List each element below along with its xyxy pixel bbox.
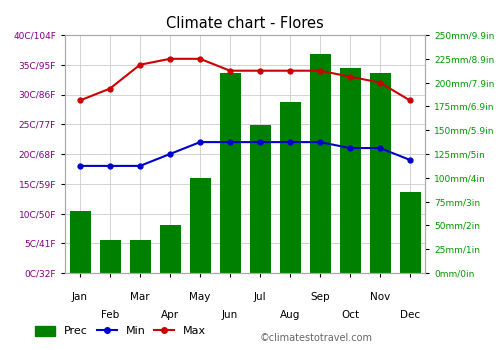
Text: Oct: Oct <box>341 310 359 320</box>
Bar <box>130 240 150 273</box>
Title: Climate chart - Flores: Climate chart - Flores <box>166 16 324 31</box>
Bar <box>190 178 210 273</box>
Text: Aug: Aug <box>280 310 300 320</box>
Legend: Prec, Min, Max: Prec, Min, Max <box>30 321 211 341</box>
Bar <box>70 211 90 273</box>
Text: Sep: Sep <box>310 292 330 302</box>
Text: Feb: Feb <box>101 310 119 320</box>
Text: ©climatestotravel.com: ©climatestotravel.com <box>260 333 373 343</box>
Text: Apr: Apr <box>161 310 179 320</box>
Bar <box>250 125 270 273</box>
Bar <box>100 240 120 273</box>
Text: Jun: Jun <box>222 310 238 320</box>
Text: May: May <box>190 292 210 302</box>
Bar <box>370 73 390 273</box>
Text: Jul: Jul <box>254 292 266 302</box>
Text: Jan: Jan <box>72 292 88 302</box>
Bar <box>160 225 180 273</box>
Bar <box>400 192 420 273</box>
Bar <box>310 54 330 273</box>
Text: Nov: Nov <box>370 292 390 302</box>
Text: Mar: Mar <box>130 292 150 302</box>
Text: Dec: Dec <box>400 310 420 320</box>
Bar <box>340 68 360 273</box>
Bar <box>280 102 300 273</box>
Bar <box>220 73 240 273</box>
